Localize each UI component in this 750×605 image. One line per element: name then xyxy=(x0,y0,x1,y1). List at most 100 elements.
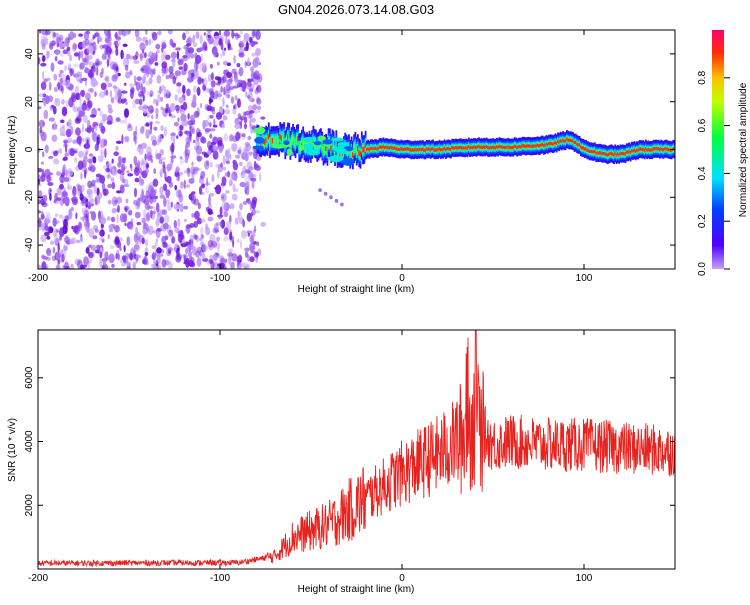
noise-speck xyxy=(194,166,199,172)
noise-speck xyxy=(168,261,173,269)
noise-speck xyxy=(130,87,135,94)
noise-speck xyxy=(151,52,158,62)
noise-speck xyxy=(160,96,163,103)
noise-speck xyxy=(77,160,84,170)
noise-speck xyxy=(124,118,128,125)
noise-speck xyxy=(57,259,60,265)
ridge-cell xyxy=(578,143,581,147)
noise-speck xyxy=(89,198,95,204)
noise-speck xyxy=(57,60,64,65)
noise-speck xyxy=(83,155,88,160)
ridge-cell xyxy=(487,146,489,150)
ridge-cell xyxy=(564,139,567,143)
noise-speck xyxy=(187,47,195,54)
noise-speck xyxy=(220,193,227,202)
ridge-cell xyxy=(517,145,520,149)
ridge-cell xyxy=(354,141,357,151)
noise-speck xyxy=(65,143,68,154)
noise-speck xyxy=(248,166,254,171)
noise-speck xyxy=(197,76,202,85)
noise-speck xyxy=(252,58,259,68)
noise-speck xyxy=(59,126,66,135)
ridge-cell xyxy=(270,136,273,146)
noise-speck xyxy=(127,173,134,177)
noise-speck xyxy=(188,70,192,80)
noise-speck xyxy=(89,114,97,118)
noise-speck xyxy=(146,146,152,156)
noise-speck xyxy=(132,98,136,109)
ridge-cell xyxy=(492,145,494,149)
noise-speck xyxy=(184,218,187,223)
noise-speck xyxy=(177,218,181,228)
ridge-cell xyxy=(400,147,403,151)
colorbar: 0.0 0.2 0.4 0.6 0.8 Normalized spectral ampl… xyxy=(697,30,749,276)
noise-speck xyxy=(56,171,61,176)
noise-speck xyxy=(185,30,190,35)
noise-speck xyxy=(169,103,176,112)
noise-speck xyxy=(171,236,176,244)
noise-speck xyxy=(226,94,231,99)
noise-speck xyxy=(166,201,173,212)
noise-speck xyxy=(115,145,119,151)
noise-speck xyxy=(100,217,107,225)
noise-speck xyxy=(100,149,105,159)
noise-speck xyxy=(145,40,149,46)
noise-speck xyxy=(117,204,120,213)
noise-speck xyxy=(214,76,220,81)
noise-speck xyxy=(256,250,259,260)
ridge-cell xyxy=(442,148,445,152)
ridge-cell xyxy=(287,134,289,140)
ridge-cell xyxy=(550,141,553,146)
ridge-cell xyxy=(646,148,648,152)
ridge-cell xyxy=(657,147,660,151)
noise-speck xyxy=(192,139,196,144)
noise-speck xyxy=(139,53,143,62)
colorbar-tick-label: 0.6 xyxy=(697,118,708,132)
ridge-cell xyxy=(438,147,441,151)
noise-speck xyxy=(115,252,118,260)
ridge-cell xyxy=(404,147,406,151)
ridge-cell xyxy=(616,152,619,156)
noise-speck xyxy=(183,205,189,210)
ridge-cell xyxy=(437,148,440,152)
noise-speck xyxy=(251,202,255,212)
noise-speck xyxy=(195,57,198,65)
noise-speck xyxy=(140,68,145,72)
noise-speck xyxy=(40,214,45,220)
noise-speck xyxy=(143,73,147,83)
ridge-cell xyxy=(525,144,527,149)
noise-speck xyxy=(242,201,248,205)
noise-speck xyxy=(72,187,77,197)
noise-speck xyxy=(168,66,174,74)
noise-speck xyxy=(84,169,87,179)
noise-speck xyxy=(219,221,222,227)
noise-speck xyxy=(248,110,255,114)
noise-speck xyxy=(44,225,49,231)
noise-speck xyxy=(210,141,216,146)
noise-speck xyxy=(116,66,119,72)
noise-speck xyxy=(79,50,84,59)
ridge-cell xyxy=(380,145,382,149)
ridge-cell xyxy=(464,146,466,150)
noise-speck xyxy=(72,225,79,233)
noise-speck xyxy=(207,115,211,121)
ridge-cell xyxy=(385,145,387,149)
noise-speck xyxy=(164,54,171,60)
noise-speck xyxy=(112,165,115,176)
noise-speck xyxy=(48,81,52,91)
noise-speck xyxy=(158,253,164,257)
ridge-cell xyxy=(358,150,361,156)
noise-speck xyxy=(46,50,50,58)
noise-speck xyxy=(52,246,56,254)
noise-speck xyxy=(156,49,160,54)
ridge-cell xyxy=(595,151,598,155)
noise-speck xyxy=(47,182,54,186)
noise-speck xyxy=(94,30,100,33)
noise-speck xyxy=(142,36,148,43)
ridge-cell xyxy=(455,145,457,150)
noise-speck xyxy=(99,71,104,78)
noise-speck xyxy=(62,157,68,161)
ridge-cell xyxy=(481,145,484,150)
noise-speck xyxy=(90,46,94,55)
